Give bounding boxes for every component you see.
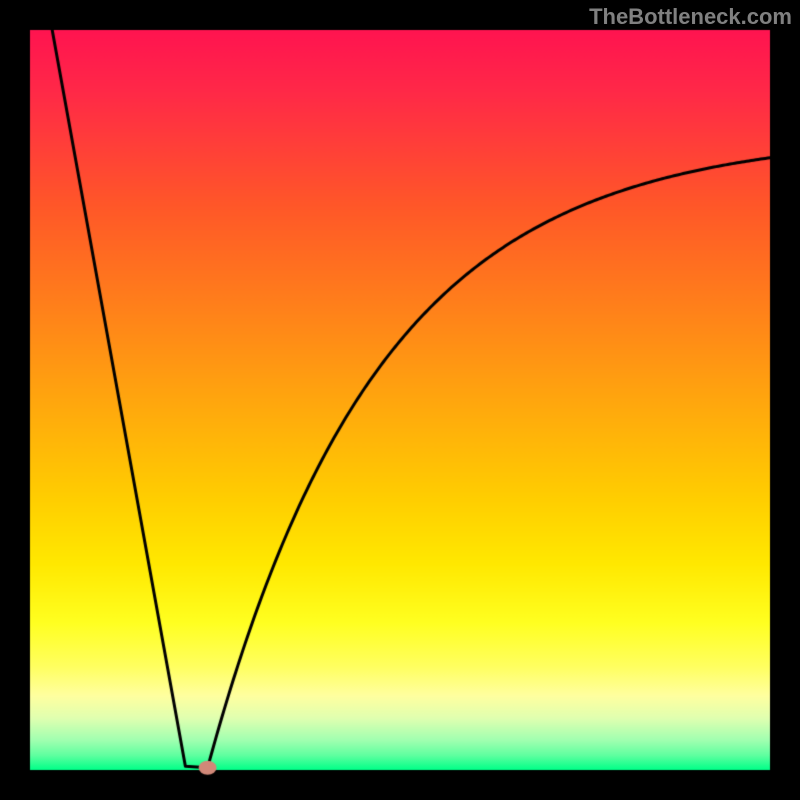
chart-container: TheBottleneck.com xyxy=(0,0,800,800)
bottleneck-curve-plot xyxy=(0,0,800,800)
watermark-text: TheBottleneck.com xyxy=(589,4,792,30)
